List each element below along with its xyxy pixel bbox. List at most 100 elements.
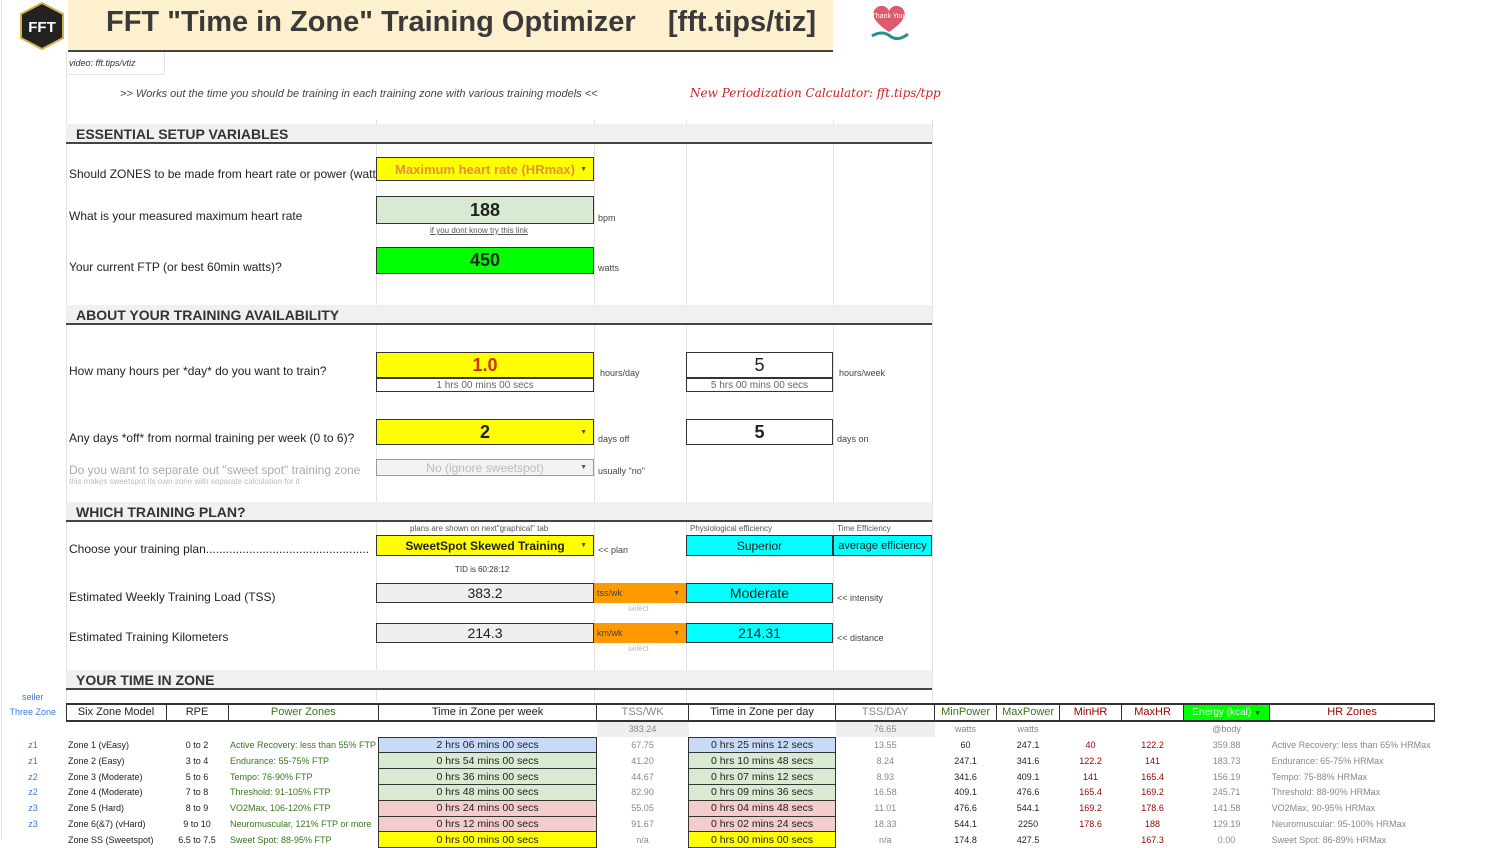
zone-time-day: 0 hrs 25 mins 12 secs bbox=[688, 736, 837, 754]
maxhr-input[interactable]: 188 bbox=[376, 196, 594, 224]
header-hr-zones: HR Zones bbox=[1269, 703, 1436, 722]
fft-logo: FFT bbox=[18, 1, 66, 51]
header-energy-dropdown[interactable]: Energy (kcal) ▼ bbox=[1183, 703, 1270, 722]
hours-question: How many hours per *day* do you want to … bbox=[69, 364, 327, 378]
km-unit: km/wk bbox=[597, 628, 623, 638]
maxpower-unit: watts bbox=[1017, 724, 1039, 735]
time-eff-label: Time Efficiency bbox=[837, 524, 891, 533]
zone-energy: 183.73 bbox=[1212, 755, 1241, 766]
zone-tss-wk: 55.05 bbox=[631, 803, 654, 814]
zone-three-label: z2 bbox=[28, 771, 38, 782]
header-three-zone: Three Zone bbox=[9, 707, 57, 718]
zone-min-hr: 178.6 bbox=[1079, 818, 1102, 829]
header-energy: Energy (kcal) bbox=[1192, 706, 1252, 718]
zone-max-power: 476.6 bbox=[1016, 787, 1040, 798]
zone-tss-wk: 82.90 bbox=[631, 787, 654, 798]
sweetspot-dropdown[interactable]: No (ignore sweetspot) ▼ bbox=[376, 459, 594, 476]
sweetspot-value: No (ignore sweetspot) bbox=[426, 460, 544, 475]
days-off-dropdown[interactable]: 2 ▼ bbox=[376, 419, 594, 445]
zone-hr-desc: Tempo: 75-88% HRMax bbox=[1271, 771, 1368, 782]
maxhr-unit: bpm bbox=[598, 213, 616, 223]
zone-time-week: 2 hrs 06 mins 00 secs bbox=[378, 736, 598, 754]
dropdown-arrow-icon: ▼ bbox=[580, 464, 587, 471]
zones-dropdown[interactable]: Maximum heart rate (HRmax) ▼ bbox=[376, 157, 594, 181]
tagline: >> Works out the time you should be trai… bbox=[120, 88, 598, 100]
zone-energy: 141.58 bbox=[1212, 803, 1241, 814]
zone-hr-desc: Active Recovery: less than 65% HRMax bbox=[1271, 739, 1431, 750]
intensity-hint: << intensity bbox=[837, 593, 884, 603]
zone-table-subheader: 383.24 76.65 watts watts @body bbox=[0, 720, 1435, 738]
zone-max-power: 247.1 bbox=[1016, 739, 1040, 750]
zone-hr-desc: Endurance: 65-75% HRMax bbox=[1271, 755, 1384, 766]
hours-day-input[interactable]: 1.0 bbox=[376, 352, 594, 378]
title-bar bbox=[68, 0, 833, 52]
zone-tss-wk: 67.75 bbox=[631, 739, 654, 750]
hours-day-sub: 1 hrs 00 mins 00 secs bbox=[376, 378, 594, 392]
maxhr-help-link[interactable]: if you dont know try this link bbox=[430, 226, 528, 235]
plans-note: plans are shown on next"graphical" tab bbox=[410, 524, 549, 533]
zone-tss-wk: 41.20 bbox=[631, 755, 654, 766]
km-unit-dropdown[interactable]: km/wk ▼ bbox=[594, 623, 686, 643]
section-setup: ESSENTIAL SETUP VARIABLES bbox=[66, 124, 932, 144]
zone-energy: 129.19 bbox=[1212, 818, 1241, 829]
zone-six-label: Zone 4 (Moderate) bbox=[68, 787, 143, 798]
thank-you-heart-icon[interactable]: Thank You! bbox=[866, 2, 912, 44]
header-power-zones: Power Zones bbox=[227, 703, 379, 722]
intensity-value: Moderate bbox=[686, 583, 833, 603]
tss-select-hint: select bbox=[628, 604, 649, 613]
hours-day-unit: hours/day bbox=[600, 368, 640, 378]
zone-time-week: 0 hrs 48 mins 00 secs bbox=[378, 783, 598, 801]
zone-tss-day: 8.93 bbox=[876, 771, 895, 782]
header-minhr: MinHR bbox=[1059, 703, 1122, 722]
tss-day-total: 76.65 bbox=[835, 720, 935, 738]
zone-six-label: Zone 5 (Hard) bbox=[68, 803, 125, 814]
zone-six-label: Zone 6(&7) (vHard) bbox=[68, 818, 146, 829]
days-off-question: Any days *off* from normal training per … bbox=[69, 431, 355, 445]
sweetspot-question: Do you want to separate out "sweet spot"… bbox=[69, 463, 361, 477]
zone-min-power: 544.1 bbox=[954, 818, 977, 829]
zone-min-hr: 40 bbox=[1085, 739, 1096, 750]
distance-value: 214.31 bbox=[686, 623, 833, 643]
ftp-input[interactable]: 450 bbox=[376, 247, 594, 274]
header-six-zone: Six Zone Model bbox=[65, 703, 166, 722]
zone-six-label: Zone 1 (vEasy) bbox=[68, 739, 130, 750]
zone-rpe: 5 to 6 bbox=[185, 771, 209, 782]
zone-tss-day: 18.33 bbox=[874, 818, 897, 829]
zone-power-desc: Tempo: 76-90% FTP bbox=[230, 771, 313, 782]
zone-tss-day: 8.24 bbox=[876, 755, 895, 766]
tss-wk-total: 383.24 bbox=[596, 720, 689, 738]
energy-unit: @body bbox=[1212, 724, 1241, 735]
dropdown-arrow-icon: ▼ bbox=[580, 542, 587, 549]
svg-text:FFT: FFT bbox=[28, 19, 56, 36]
minpower-unit: watts bbox=[955, 724, 977, 735]
header-minpower: MinPower bbox=[934, 703, 997, 722]
zone-max-power: 2250 bbox=[1018, 818, 1039, 829]
zone-power-desc: Threshold: 91-105% FTP bbox=[230, 787, 331, 798]
header-tss-wk: TSS/WK bbox=[596, 703, 689, 722]
zone-power-desc: Neuromuscular, 121% FTP or more bbox=[230, 818, 372, 829]
sweetspot-hint: usually "no" bbox=[598, 466, 645, 476]
zone-three-label: z3 bbox=[28, 818, 38, 829]
zone-min-power: 409.1 bbox=[954, 787, 977, 798]
header-maxhr: MaxHR bbox=[1121, 703, 1184, 722]
zones-question: Should ZONES to be made from heart rate … bbox=[69, 167, 382, 181]
zone-min-power: 476.6 bbox=[954, 803, 977, 814]
zone-min-hr: 169.2 bbox=[1079, 803, 1102, 814]
plan-dropdown[interactable]: SweetSpot Skewed Training ▼ bbox=[376, 535, 594, 556]
dropdown-arrow-icon: ▼ bbox=[580, 165, 587, 173]
choose-plan-question: Choose your training plan...............… bbox=[69, 542, 370, 556]
dropdown-arrow-icon: ▼ bbox=[580, 428, 587, 436]
zones-dropdown-value: Maximum heart rate (HRmax) bbox=[395, 161, 575, 177]
zone-three-label: z3 bbox=[28, 803, 38, 814]
zone-tss-wk: 44.67 bbox=[631, 771, 654, 782]
zone-max-hr: 165.4 bbox=[1141, 771, 1164, 782]
zone-energy: 359.88 bbox=[1212, 739, 1241, 750]
phys-eff-value: Superior bbox=[686, 535, 833, 556]
tss-unit-dropdown[interactable]: tss/wk ▼ bbox=[594, 583, 686, 603]
zone-power-desc: VO2Max, 106-120% FTP bbox=[230, 803, 331, 814]
zone-min-power: 341.6 bbox=[954, 771, 977, 782]
video-link[interactable]: video: fft.tips/vtiz bbox=[69, 58, 136, 68]
zone-table-header: Three Zone Six Zone Model RPE Power Zone… bbox=[0, 703, 1436, 722]
zone-rpe: 7 to 8 bbox=[185, 787, 209, 798]
periodization-link[interactable]: New Periodization Calculator: fft.tips/t… bbox=[690, 86, 941, 100]
